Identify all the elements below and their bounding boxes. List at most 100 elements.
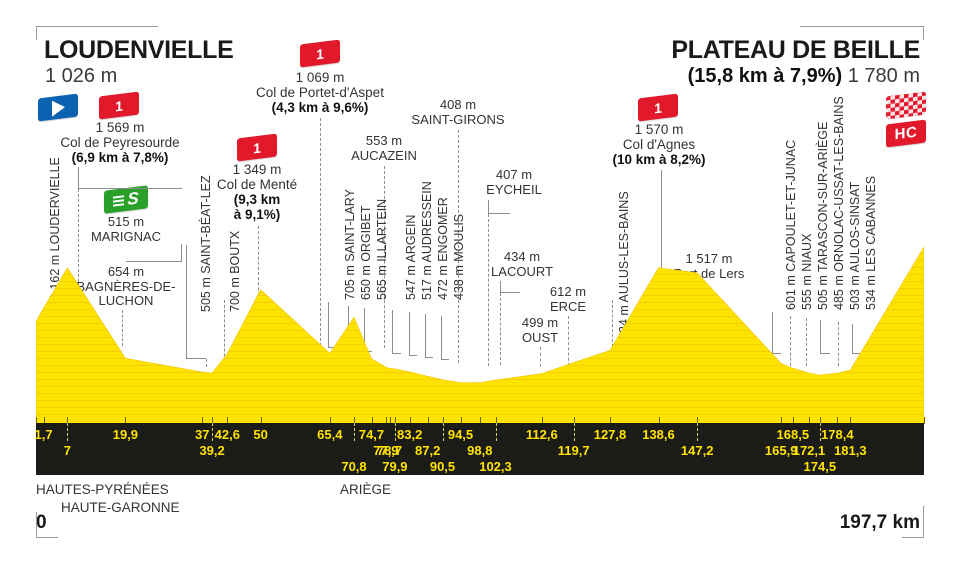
bagneres-tick	[122, 310, 123, 346]
km-marker: 102,3	[479, 459, 512, 474]
km-tick	[389, 417, 391, 424]
top-right-rule	[923, 26, 924, 40]
sprint-badge-marignac: S	[104, 185, 148, 214]
km-connector-line	[212, 423, 214, 441]
peyresourde-altitude: 1 569 m	[95, 120, 145, 135]
aulos-tick	[838, 322, 839, 366]
portet-altitude: 1 069 m	[295, 70, 345, 85]
km-tick	[202, 417, 204, 424]
km-tick	[781, 417, 783, 424]
erce-name: ERCE	[549, 298, 587, 314]
km-tick	[495, 417, 497, 424]
capoulet-leader	[772, 312, 781, 354]
aucazein-name: AUCAZEIN	[351, 147, 417, 163]
bagneres-name2: LUCHON	[98, 293, 154, 309]
km-marker: 1,7	[34, 427, 53, 442]
agnes-tick	[661, 170, 662, 303]
callout-marignac: 515 m MARIGNAC	[78, 214, 174, 244]
km-connector-line	[573, 423, 575, 441]
agnes-altitude: 1 570 m	[634, 122, 684, 137]
km-tick	[409, 417, 411, 424]
peyresourde-leader	[78, 167, 182, 189]
callout-portet-daspet: 1 069 m Col de Portet-d'Aspet (4,3 km à …	[248, 70, 392, 115]
mente-spec2: à 9,1%)	[233, 207, 281, 223]
lacourt-leader	[500, 281, 520, 293]
start-altitude: 1 026 m	[45, 65, 118, 87]
callout-oust: 499 m OUST	[508, 315, 572, 345]
km-tick	[67, 417, 69, 424]
portet-tick	[320, 118, 321, 346]
km-tick	[460, 417, 462, 424]
eycheil-name: EYCHEIL	[486, 181, 542, 197]
km-tick	[792, 417, 794, 424]
marignac-name: MARIGNAC	[90, 228, 162, 244]
callout-agnes: 1 570 m Col d'Agnes (10 km à 8,2%)	[591, 122, 727, 167]
bottom-left-rule	[36, 512, 37, 538]
km-tick	[427, 417, 429, 424]
km-marker: 7	[63, 443, 72, 458]
bottom-right-rule-h	[902, 537, 924, 538]
region-haute-garonne: HAUTE-GARONNE	[61, 500, 180, 515]
les-cabannes-leader	[852, 324, 862, 354]
portet-spec: (4,3 km à 9,6%)	[271, 100, 369, 116]
km-marker: 172,1	[792, 443, 826, 458]
engomer-leader	[425, 314, 433, 358]
km-tick-strip	[36, 417, 925, 424]
top-right-rule-h	[800, 26, 924, 27]
aucazein-altitude: 553 m	[365, 133, 403, 148]
ornolac-leader	[820, 320, 830, 354]
km-marker: 37	[194, 427, 210, 442]
km-marker: 98,8	[467, 443, 493, 458]
callout-bagneres: 654 m BAGNÈRES-DE- LUCHON	[62, 264, 190, 309]
callout-eycheil: 407 m EYCHEIL	[474, 167, 554, 197]
oust-name: OUST	[521, 329, 559, 345]
region-ariege: ARIÈGE	[340, 482, 392, 497]
port-de-lers-altitude: 1 517 m	[685, 251, 733, 266]
km-marker: 50	[253, 427, 268, 442]
km-connector-line	[495, 423, 497, 441]
km-marker: 119,7	[557, 443, 590, 458]
sprint-lines-icon	[113, 194, 125, 207]
km-tick	[819, 417, 821, 424]
km-tick	[36, 417, 37, 424]
aulus-tick	[612, 300, 613, 366]
oust-tick	[540, 347, 541, 367]
boutx-tick	[224, 300, 225, 366]
km-marker: 39,2	[199, 443, 225, 458]
saint-girons-altitude: 408 m	[439, 97, 477, 112]
km-marker: 178,4	[821, 427, 854, 442]
km-marker: 174,5	[803, 459, 837, 474]
km-tick	[43, 417, 45, 424]
callout-saint-girons: 408 m SAINT-GIRONS	[405, 97, 511, 127]
saint-girons-name: SAINT-GIRONS	[411, 111, 505, 127]
tarascon-tick	[806, 318, 807, 366]
peyresourde-tick	[78, 189, 79, 307]
km-connector-line	[819, 423, 821, 441]
oust-altitude: 499 m	[521, 315, 559, 330]
km-tick	[394, 417, 396, 424]
km-tick	[837, 417, 839, 424]
start-km-label: 0	[36, 512, 47, 533]
km-tick	[809, 417, 810, 424]
km-tick	[442, 417, 444, 424]
top-left-rule	[36, 26, 37, 40]
cat1-flag-agnes: 1	[638, 93, 678, 122]
niaux-tick	[790, 316, 791, 366]
sprint-letter: S	[127, 187, 139, 209]
peyresourde-spec: (6,9 km à 7,8%)	[71, 150, 169, 166]
erce-tick	[568, 316, 569, 366]
km-tick	[371, 417, 373, 424]
km-marker-band: 1,7 19,9 37 42,6 50 65,4 74,7 83,2 94,5 112,6 127,…	[34, 423, 924, 475]
bagneres-altitude: 654 m	[107, 264, 145, 279]
km-tick	[610, 417, 611, 424]
km-marker: 138,6	[642, 427, 675, 442]
finish-altitude: 1 780 m	[847, 65, 920, 87]
km-marker: 94,5	[447, 427, 474, 442]
km-marker: 78,7	[376, 443, 403, 458]
agnes-name: Col d'Agnes	[622, 137, 696, 153]
eycheil-altitude: 407 m	[495, 167, 533, 182]
km-connector-line	[394, 423, 396, 441]
km-tick	[329, 417, 331, 424]
km-connector-line	[697, 423, 699, 441]
